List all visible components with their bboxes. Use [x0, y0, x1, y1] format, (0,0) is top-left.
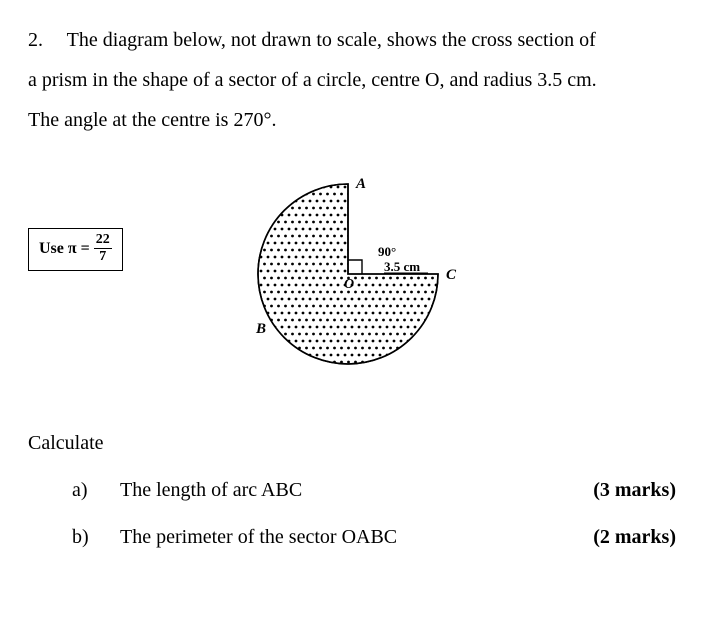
pi-numerator: 22 [94, 233, 112, 249]
part-a-label: a) [28, 479, 120, 502]
svg-text:B: B [255, 321, 266, 337]
svg-text:A: A [355, 176, 366, 192]
question-line2: a prism in the shape of a sector of a ci… [28, 69, 597, 91]
diagram-area: Use π = 22 7 A B C O 90°3.5 cm [28, 164, 684, 404]
svg-text:90°: 90° [378, 244, 396, 259]
calculate-heading: Calculate [28, 432, 684, 455]
pi-denominator: 7 [99, 249, 106, 264]
question-number: 2. [28, 20, 62, 60]
part-b: b) The perimeter of the sector OABC (2 m… [28, 526, 684, 549]
svg-text:C: C [446, 267, 457, 283]
part-b-marks: (2 marks) [593, 526, 684, 549]
pi-label: Use π = [39, 240, 90, 258]
pi-instruction-box: Use π = 22 7 [28, 228, 123, 271]
part-b-text: The perimeter of the sector OABC [120, 526, 593, 549]
sector-diagram: A B C O 90°3.5 cm [228, 154, 528, 394]
part-a: a) The length of arc ABC (3 marks) [28, 479, 684, 502]
part-a-text: The length of arc ABC [120, 479, 593, 502]
part-b-label: b) [28, 526, 120, 549]
pi-fraction: 22 7 [94, 233, 112, 264]
question-line3: The angle at the centre is 270°. [28, 109, 276, 131]
svg-text:3.5 cm: 3.5 cm [384, 259, 420, 274]
question-line1: The diagram below, not drawn to scale, s… [67, 29, 596, 51]
question-stem: 2. The diagram below, not drawn to scale… [28, 20, 684, 140]
part-a-marks: (3 marks) [593, 479, 684, 502]
svg-text:O: O [344, 277, 354, 292]
